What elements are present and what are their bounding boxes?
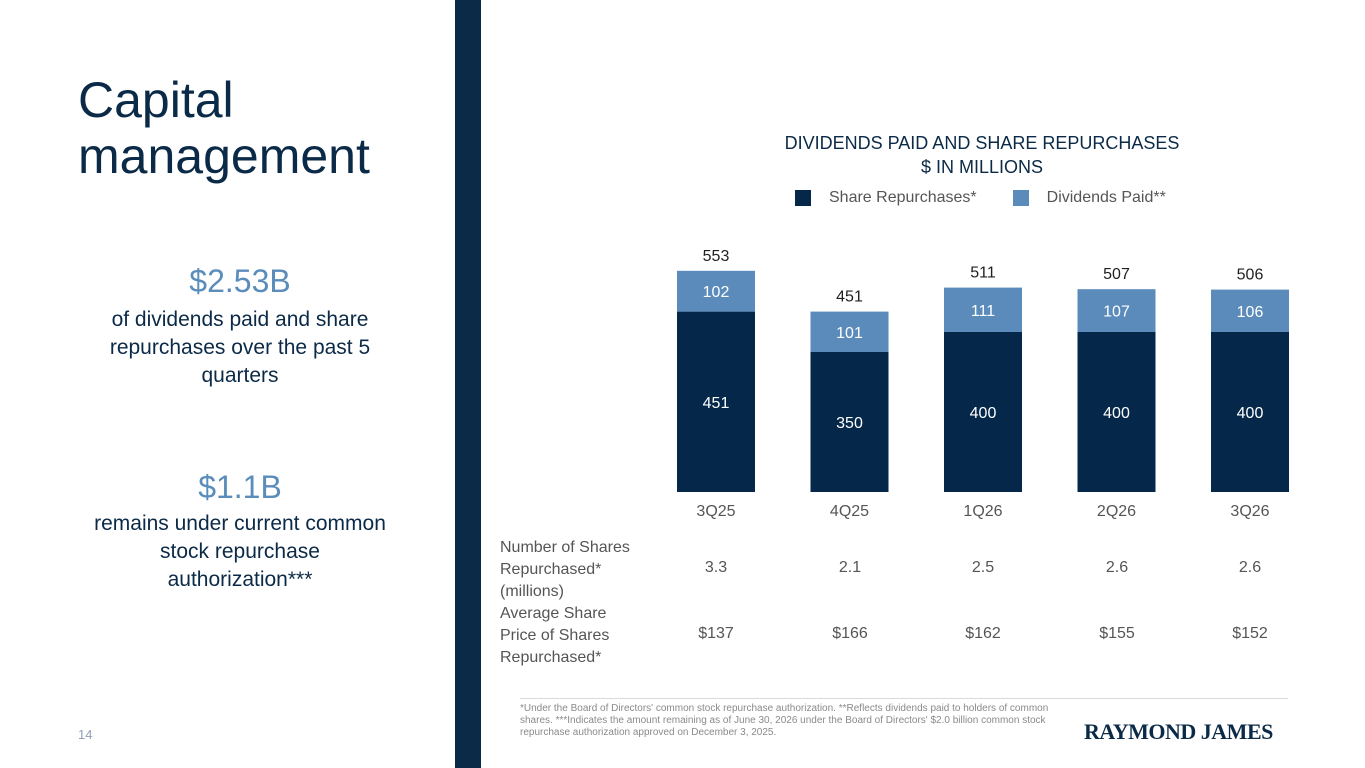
cell-average-price-4q25: $166 — [832, 625, 868, 642]
page-title: Capital management — [78, 72, 370, 184]
stat-dividends-repurchases-value: $2.53B — [189, 263, 291, 299]
bar-share-repurchases-4q25 — [810, 352, 889, 492]
total-label-2q26: 507 — [1103, 266, 1130, 283]
data-label-share-repurchases-3q25: 451 — [703, 395, 730, 412]
legend-swatch-dividends-paid — [1012, 190, 1029, 206]
total-label-1q26: 511 — [970, 265, 996, 282]
total-label-3q26: 506 — [1237, 267, 1264, 284]
data-label-share-repurchases-2q26: 400 — [1103, 405, 1130, 422]
stat-remaining-authorization-value: $1.1B — [198, 469, 282, 505]
data-label-dividends-paid-3q26: 106 — [1237, 304, 1264, 321]
page-number: 14 — [78, 727, 93, 742]
data-label-share-repurchases-3q26: 400 — [1237, 405, 1264, 422]
bar-dividends-paid-2q26 — [1077, 289, 1156, 332]
row-label-shares-repurchased: Number of Shares Repurchased* (millions) — [500, 539, 630, 600]
bar-dividends-paid-3q25 — [677, 270, 755, 312]
stacked-bar-chart: 451 102 553 3Q25 350 101 451 4Q25 400 111 511 1Q26 4… — [677, 248, 1289, 520]
x-tick-label-2q26: 2Q26 — [1097, 503, 1136, 520]
bar-dividends-paid-1q26 — [944, 287, 1022, 332]
cell-shares-repurchased-3q25: 3.3 — [704, 559, 728, 576]
raymond-james-logo: RAYMOND JAMES — [1084, 719, 1273, 744]
bar-share-repurchases-3q25 — [677, 311, 755, 492]
data-label-share-repurchases-1q26: 400 — [970, 405, 997, 422]
data-label-dividends-paid-2q26: 107 — [1103, 304, 1130, 321]
x-tick-label-1q26: 1Q26 — [963, 503, 1002, 520]
bar-share-repurchases-3q26 — [1211, 332, 1289, 492]
legend-item-share-repurchases: Share Repurchases* — [795, 189, 977, 207]
cell-shares-repurchased-1q26: 2.5 — [971, 559, 995, 576]
chart-title: DIVIDENDS PAID AND SHARE REPURCHASES $ I… — [784, 133, 1180, 177]
bar-dividends-paid-4q25 — [810, 311, 889, 352]
data-label-share-repurchases-4q25: 350 — [836, 415, 863, 432]
bar-share-repurchases-2q26 — [1077, 332, 1156, 492]
legend-label-dividends-paid: Dividends Paid** — [1046, 189, 1166, 206]
stat-dividends-repurchases-description: of dividends paid and share repurchases … — [109, 308, 371, 387]
footnote: *Under the Board of Directors' common st… — [520, 703, 1049, 738]
cell-average-price-3q26: $152 — [1232, 625, 1268, 642]
vertical-divider-bar — [455, 0, 481, 768]
data-label-dividends-paid-3q25: 102 — [703, 284, 730, 301]
row-label-average-share-price: Average Share Price of Shares Repurchase… — [500, 605, 610, 666]
legend-label-share-repurchases: Share Repurchases* — [829, 189, 977, 206]
legend-item-dividends-paid: Dividends Paid** — [1012, 189, 1166, 207]
data-label-dividends-paid-1q26: 111 — [971, 303, 995, 320]
cell-shares-repurchased-2q26: 2.6 — [1105, 559, 1129, 576]
data-label-dividends-paid-4q25: 101 — [836, 325, 863, 342]
total-label-3q25: 553 — [703, 248, 730, 265]
legend-swatch-share-repurchases — [795, 190, 811, 206]
x-tick-label-4q25: 4Q25 — [830, 503, 869, 520]
footer-divider — [520, 698, 1288, 699]
stat-remaining-authorization-description: remains under current common stock repur… — [94, 512, 386, 591]
cell-shares-repurchased-4q25: 2.1 — [838, 559, 862, 576]
total-label-4q25: 451 — [836, 289, 863, 306]
cell-average-price-3q25: $137 — [698, 625, 734, 642]
cell-shares-repurchased-3q26: 2.6 — [1238, 559, 1262, 576]
bar-share-repurchases-1q26 — [944, 332, 1022, 492]
chart-legend: Share Repurchases* Dividends Paid** — [795, 189, 1202, 207]
x-tick-label-3q25: 3Q25 — [696, 503, 735, 520]
bar-dividends-paid-3q26 — [1211, 289, 1289, 332]
cell-average-price-2q26: $155 — [1099, 625, 1135, 642]
cell-average-price-1q26: $162 — [965, 625, 1001, 642]
x-tick-label-3q26: 3Q26 — [1230, 503, 1269, 520]
